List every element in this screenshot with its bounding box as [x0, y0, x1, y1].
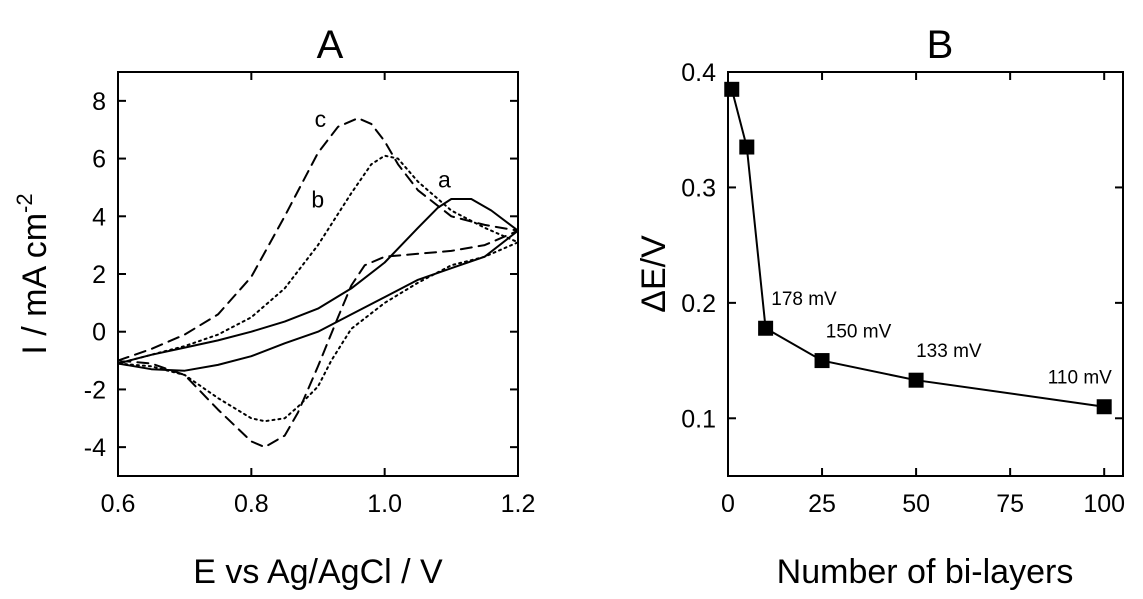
data-point-marker	[724, 81, 740, 97]
panel-a-y-ticks: -4 -2 0 2 4 6 8	[84, 88, 518, 462]
y-tick-label: -2	[84, 376, 106, 404]
panel-b-plot-frame	[727, 71, 1124, 477]
delta-e-annotation: 133 mV	[916, 341, 982, 362]
panel-a-y-axis-label-text: I / mA cm	[16, 213, 54, 355]
delta-e-annotation: 110 mV	[1048, 368, 1112, 389]
data-point-marker	[814, 353, 830, 369]
series-c-label: c	[315, 106, 327, 132]
series-c-line	[117, 117, 519, 449]
delta-e-annotation: 150 mV	[826, 321, 892, 342]
y-tick-label: -4	[84, 434, 106, 462]
y-tick-label: 4	[92, 203, 106, 231]
y-tick-label: 0.1	[681, 405, 716, 433]
y-tick-label: 2	[92, 261, 106, 289]
panel-a-y-axis-label: I / mA cm-2	[12, 193, 54, 354]
series-b-label: b	[311, 187, 324, 213]
panel-a-y-axis-label-superscript: -2	[12, 193, 37, 213]
x-tick-label: 25	[808, 490, 836, 518]
x-tick-label: 75	[996, 490, 1024, 518]
panel-a-curve-labels: a b c	[311, 106, 451, 213]
x-tick-label: 1.2	[501, 490, 536, 518]
y-tick-label: 0	[92, 319, 106, 347]
y-tick-label: 6	[92, 146, 106, 174]
x-tick-label: 100	[1083, 490, 1125, 518]
panel-b: B 0 25 50 75 100 0.1 0.2 0.3 0.4 178 mV 150 mV 13…	[635, 23, 1125, 591]
panel-b-annotations: 178 mV 150 mV 133 mV 110 mV	[771, 289, 1112, 388]
delta-e-annotation: 178 mV	[771, 289, 837, 310]
series-a-label: a	[438, 166, 451, 192]
x-tick-label: 0.6	[101, 490, 136, 518]
y-tick-label: 0.2	[681, 290, 716, 318]
panel-a-x-axis-label: E vs Ag/AgCl / V	[193, 553, 443, 591]
data-point-marker	[739, 139, 755, 155]
panel-b-title: B	[927, 23, 954, 67]
data-point-marker	[1096, 399, 1112, 415]
panel-b-series	[724, 81, 1112, 415]
panel-a-x-ticks: 0.6 0.8 1.0 1.2	[101, 72, 536, 518]
panel-a: A 0.6 0.8 1.0 1.2 -4 -2 0 2 4 6 8 a b c E vs Ag/AgC…	[12, 23, 535, 591]
panel-b-y-axis-label: ΔE/V	[635, 235, 673, 313]
x-tick-label: 0	[721, 490, 735, 518]
y-tick-label: 0.4	[681, 59, 716, 87]
panel-a-plot-frame	[117, 71, 519, 477]
y-tick-label: 8	[92, 88, 106, 116]
x-tick-label: 0.8	[234, 490, 269, 518]
panel-b-x-ticks: 0 25 50 75 100	[721, 72, 1125, 518]
x-tick-label: 1.0	[367, 490, 402, 518]
series-b-line	[117, 154, 519, 423]
x-tick-label: 50	[902, 490, 930, 518]
y-tick-label: 0.3	[681, 174, 716, 202]
panel-a-title: A	[317, 23, 344, 67]
series-a-line	[117, 198, 519, 372]
data-point-marker	[908, 372, 924, 388]
data-point-marker	[758, 320, 774, 336]
panel-b-x-axis-label: Number of bi-layers	[777, 553, 1074, 591]
panel-a-curves	[117, 117, 519, 449]
delta-e-line	[730, 89, 1105, 408]
panel-b-y-ticks: 0.1 0.2 0.3 0.4	[681, 59, 1123, 433]
